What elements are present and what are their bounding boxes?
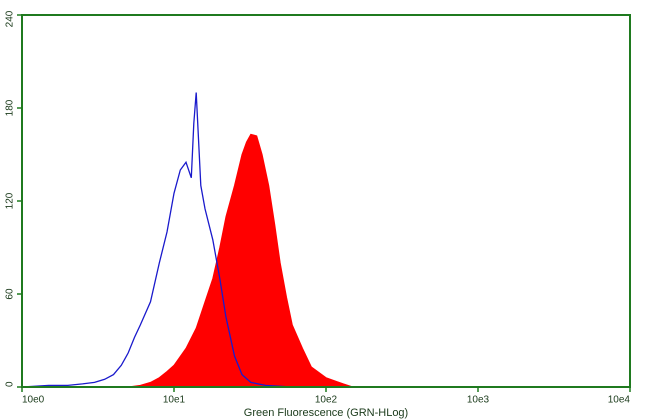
x-tick-label: 10e4 xyxy=(608,395,631,406)
x-axis-label: Green Fluorescence (GRN-HLog) xyxy=(244,407,408,419)
histogram-area xyxy=(128,133,353,388)
y-tick-label: 240 xyxy=(5,10,16,27)
x-tick-label: 10e3 xyxy=(467,395,490,406)
y-tick-label: 60 xyxy=(5,288,16,300)
x-tick-label: 10e2 xyxy=(315,395,338,406)
plot-frame xyxy=(21,14,631,388)
x-tick-label: 10e1 xyxy=(163,395,186,406)
y-tick-label: 120 xyxy=(5,192,16,209)
y-tick-label: 180 xyxy=(5,99,16,116)
histogram-line xyxy=(21,92,372,388)
y-tick-label: 0 xyxy=(5,381,16,387)
x-tick-label: 10e0 xyxy=(22,395,45,406)
